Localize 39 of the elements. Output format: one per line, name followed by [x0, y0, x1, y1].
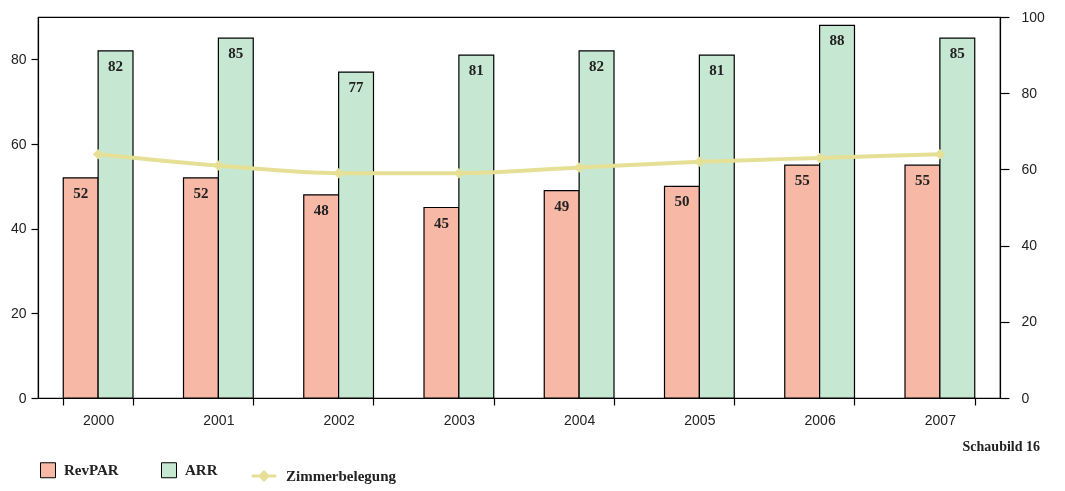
x-tick-label: 2000 — [83, 411, 115, 428]
x-tick-label: 2002 — [323, 411, 355, 428]
y-tick-label: 80 — [10, 50, 27, 67]
y-tick-label: 0 — [18, 389, 27, 406]
data-label: 85 — [228, 45, 244, 62]
text: Schaubild 16 — [962, 439, 1040, 454]
data-label: 55 — [914, 172, 930, 189]
data-label: 82 — [589, 57, 605, 74]
data-label: 52 — [193, 184, 209, 201]
x-tick-label: 2005 — [684, 411, 716, 428]
x-tick-label: 2001 — [203, 411, 235, 428]
data-label: 81 — [709, 62, 725, 79]
legend-label: RevPAR — [64, 462, 119, 479]
data-label: 82 — [108, 57, 124, 74]
x-tick-label: 2006 — [804, 411, 836, 428]
legend-label: ARR — [185, 462, 218, 479]
legend-label: Zimmerbelegung — [286, 468, 397, 484]
y2-tick-label: 80 — [1021, 84, 1038, 101]
x-tick-label: 2004 — [564, 411, 596, 428]
x-tick-label: 2003 — [443, 411, 476, 428]
data-label: 85 — [949, 45, 965, 62]
data-label: 55 — [794, 172, 810, 189]
x-tick-label: 2007 — [924, 411, 957, 428]
data-label: 49 — [554, 197, 570, 214]
y-tick-label: 60 — [10, 135, 27, 152]
data-label: 77 — [348, 79, 365, 96]
y-tick-label: 20 — [10, 304, 27, 321]
data-label: 88 — [829, 32, 845, 49]
y-tick-label: 40 — [10, 220, 27, 237]
data-label: 50 — [674, 193, 690, 210]
y2-tick-label: 40 — [1021, 237, 1038, 254]
data-label: 45 — [433, 214, 449, 231]
y2-tick-label: 0 — [1021, 389, 1030, 406]
y2-tick-label: 60 — [1021, 160, 1038, 177]
data-label: 81 — [468, 62, 484, 79]
data-label: 52 — [73, 184, 89, 201]
data-label: 48 — [313, 201, 329, 218]
y2-tick-label: 100 — [1021, 8, 1046, 25]
y2-tick-label: 20 — [1021, 313, 1038, 330]
